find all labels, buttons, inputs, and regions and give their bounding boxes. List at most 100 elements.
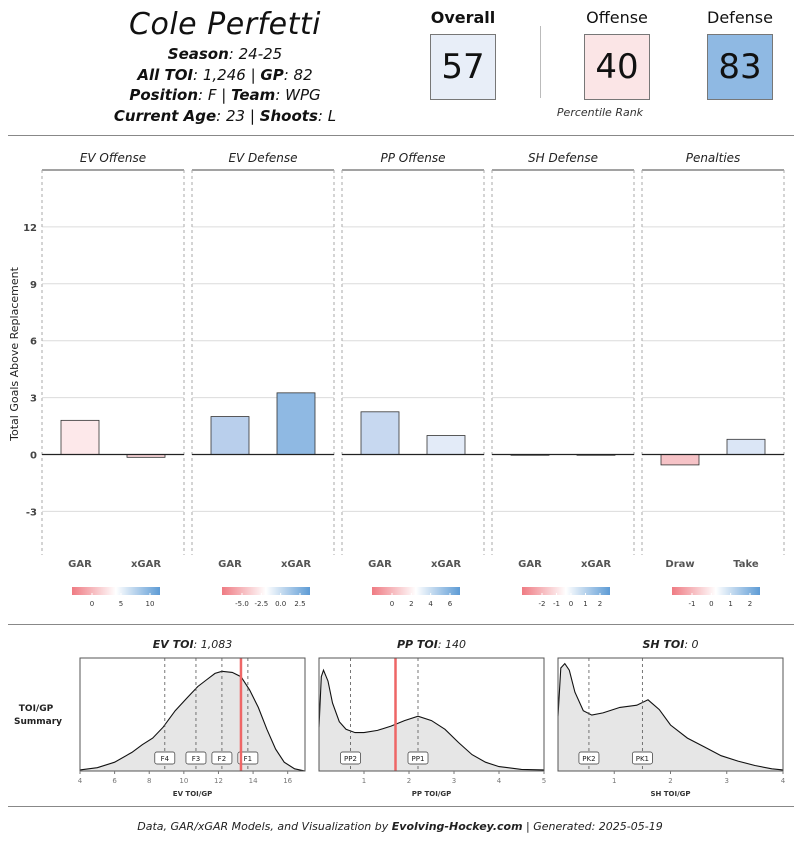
legend-tick-label: 2.5 bbox=[294, 600, 305, 608]
x-axis-label: PP TOI/GP bbox=[412, 790, 451, 798]
season-value: 24-25 bbox=[238, 45, 283, 63]
y-tick-label: -3 bbox=[26, 507, 37, 518]
legend-tick-label: 0 bbox=[390, 600, 394, 608]
x-tick-label: 4 bbox=[781, 777, 786, 785]
x-tick-label: 3 bbox=[725, 777, 729, 785]
overall-value: 57 bbox=[430, 34, 496, 100]
panel-sh-defense: SH Defense GAR xGAR -2 -1 0 1 2 bbox=[491, 151, 635, 608]
line-tag-pp2 bbox=[340, 751, 361, 765]
density-area bbox=[80, 671, 305, 771]
toi-title-value: 1,083 bbox=[201, 638, 233, 651]
toi-panel-ev-toi: EV TOI: 1,083 F4 F3 F2 F1 4 6 8 10 12 14 16 EV TOI/G… bbox=[78, 638, 306, 798]
x-tick-label: 2 bbox=[668, 777, 672, 785]
bar-draw bbox=[660, 454, 700, 466]
legend-tick-label: 2 bbox=[748, 600, 752, 608]
player-name: Cole Perfetti bbox=[129, 7, 321, 42]
legend-tick-label: 0 bbox=[709, 600, 713, 608]
line-tag-label: PP1 bbox=[412, 755, 425, 763]
toi-panel-border bbox=[318, 657, 545, 772]
legend-tick-label: -2.5 bbox=[254, 600, 268, 608]
season-line: Season: 24-25 bbox=[167, 45, 283, 63]
toi-title-label: PP TOI bbox=[397, 638, 438, 651]
defense-label: Defense bbox=[707, 8, 773, 27]
panel-ev-offense: EV Offense GAR xGAR 0 5 10 bbox=[41, 151, 185, 608]
x-tick-label: 1 bbox=[612, 777, 616, 785]
y-tick-label: 12 bbox=[23, 223, 37, 234]
bar-xgar bbox=[276, 392, 316, 455]
gp-value: 82 bbox=[293, 65, 313, 84]
toi-row-label-line2: Summary bbox=[14, 717, 62, 727]
toi-title-colon: : bbox=[194, 638, 201, 651]
legend-tick-label: 4 bbox=[428, 600, 433, 608]
toi-title-label: EV TOI bbox=[153, 638, 194, 651]
line-tag-f2 bbox=[211, 751, 233, 765]
color-legend-bar bbox=[522, 587, 610, 595]
line-tag-pk1 bbox=[632, 751, 653, 765]
panel-title: PP Offense bbox=[380, 151, 445, 165]
x-axis-label: SH TOI/GP bbox=[650, 790, 690, 798]
toi-panel-title: EV TOI: 1,083 bbox=[153, 638, 233, 651]
toi-title-value: 140 bbox=[445, 638, 466, 651]
legend-tick-label: 0 bbox=[569, 600, 573, 608]
legend-tick-label: -1 bbox=[553, 600, 560, 608]
toi-panel-sh-toi: SH TOI: 0 PK2 PK1 1 2 3 4 SH TOI/GP bbox=[557, 638, 786, 798]
panel-title: EV Offense bbox=[80, 151, 146, 165]
line-tag-label: PK2 bbox=[582, 755, 595, 763]
toi-title-colon: : bbox=[684, 638, 691, 651]
density-area bbox=[558, 663, 783, 771]
legend-tick-label: 2 bbox=[409, 600, 413, 608]
line-tag-label: PP2 bbox=[344, 755, 357, 763]
x-tick-label: 16 bbox=[283, 777, 292, 785]
line-tag-pp1 bbox=[407, 751, 429, 765]
panel-pp-offense: PP Offense GAR xGAR 0 2 4 6 bbox=[341, 151, 485, 608]
toi-value: 1,246 bbox=[202, 65, 246, 84]
x-tick-label: 4 bbox=[497, 777, 502, 785]
toi-title-colon: : bbox=[438, 638, 445, 651]
y-tick-label: 6 bbox=[30, 337, 37, 348]
color-legend-bar bbox=[72, 587, 160, 595]
x-tick-label: 3 bbox=[452, 777, 456, 785]
position-value: F bbox=[207, 86, 217, 104]
legend-tick-label: -2 bbox=[539, 600, 546, 608]
footer-brand[interactable]: Evolving-Hockey.com bbox=[391, 820, 523, 833]
age-shoots-line: Current Age: 23 | Shoots: L bbox=[113, 106, 337, 125]
y-tick-label: 9 bbox=[30, 280, 37, 291]
legend-tick-label: 10 bbox=[146, 600, 155, 608]
overall-rank: Overall 57 bbox=[408, 8, 518, 100]
y-tick-label: 0 bbox=[30, 450, 37, 461]
y-tick-label: 3 bbox=[30, 394, 37, 405]
x-tick-label: GAR bbox=[368, 559, 392, 570]
x-tick-label: Draw bbox=[665, 559, 694, 570]
x-tick-label: 1 bbox=[362, 777, 366, 785]
line-tag-label: PK1 bbox=[636, 755, 649, 763]
legend-tick-label: 1 bbox=[583, 600, 587, 608]
divider-middle bbox=[8, 624, 794, 625]
panel-ev-defense: EV Defense GAR xGAR -5.0 -2.5 0.0 2.5 bbox=[191, 151, 335, 608]
divider-top bbox=[8, 135, 794, 136]
line-tag-label: F4 bbox=[161, 755, 170, 763]
gar-bar-chart: Total Goals Above Replacement-3036912EV … bbox=[8, 151, 785, 608]
x-tick-label: GAR bbox=[518, 559, 542, 570]
toi-gp-line: All TOI: 1,246 | GP: 82 bbox=[137, 65, 313, 84]
team-value: WPG bbox=[285, 86, 321, 104]
panel-penalties: Penalties Draw Take -1 0 1 2 bbox=[641, 151, 785, 608]
toi-panel-pp-toi: PP TOI: 140 PP2 PP1 1 2 3 4 5 PP TOI/GP bbox=[318, 638, 546, 798]
toi-row-label-line1: TOI/GP bbox=[19, 704, 54, 714]
shoots-label: Shoots bbox=[259, 106, 318, 125]
toi-title-label: SH TOI bbox=[642, 638, 684, 651]
panel-title: SH Defense bbox=[528, 151, 598, 165]
overall-label: Overall bbox=[430, 8, 496, 27]
line-tag-f1 bbox=[237, 751, 259, 765]
toi-panel-title: PP TOI: 140 bbox=[397, 638, 466, 651]
legend-tick-label: 2 bbox=[598, 600, 602, 608]
legend-tick-label: 1 bbox=[728, 600, 732, 608]
x-tick-label: 6 bbox=[112, 777, 117, 785]
offense-value: 40 bbox=[584, 34, 650, 100]
gp-label: GP bbox=[260, 65, 284, 84]
x-tick-label: xGAR bbox=[581, 559, 611, 570]
x-tick-label: Take bbox=[733, 559, 759, 570]
bar-gar bbox=[60, 419, 100, 455]
offense-rank: Offense 40 bbox=[562, 8, 672, 100]
footer-suffix: | Generated: 2025-05-19 bbox=[526, 820, 663, 833]
position-label: Position bbox=[129, 86, 199, 104]
